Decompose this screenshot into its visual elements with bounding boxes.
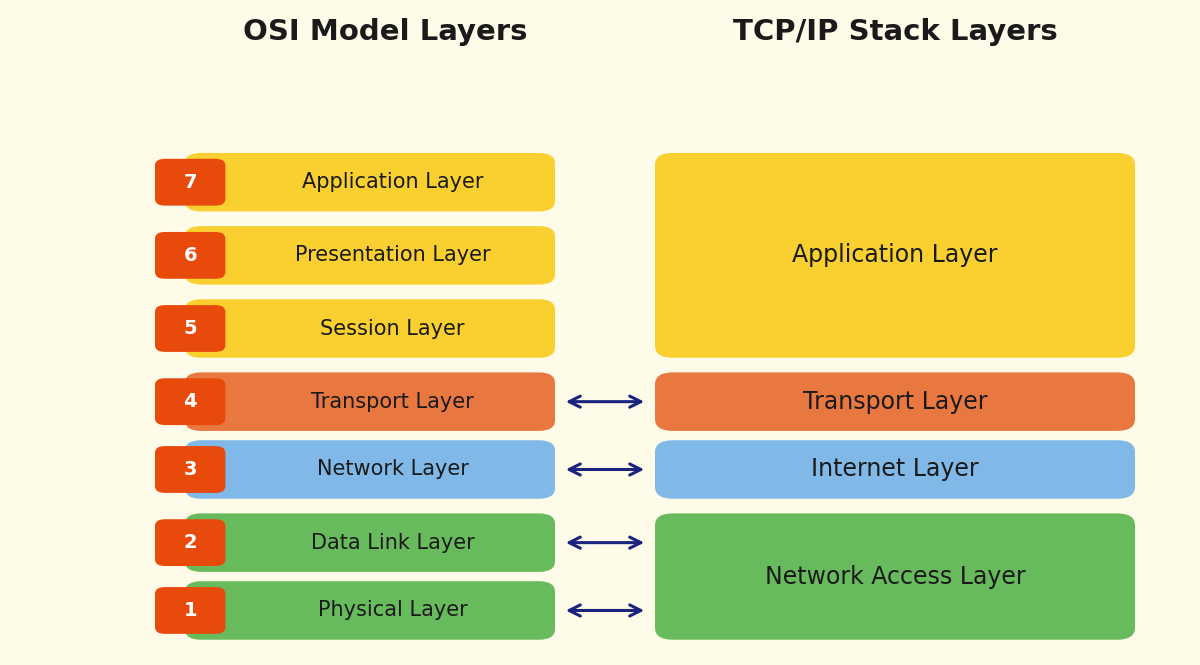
FancyBboxPatch shape xyxy=(655,153,1135,358)
FancyBboxPatch shape xyxy=(185,440,554,499)
FancyBboxPatch shape xyxy=(155,232,226,279)
FancyBboxPatch shape xyxy=(185,226,554,285)
FancyBboxPatch shape xyxy=(155,446,226,493)
FancyBboxPatch shape xyxy=(155,519,226,566)
Text: 1: 1 xyxy=(184,601,197,620)
Text: 6: 6 xyxy=(184,246,197,265)
Text: Application Layer: Application Layer xyxy=(792,243,997,267)
FancyBboxPatch shape xyxy=(655,513,1135,640)
Text: Application Layer: Application Layer xyxy=(302,172,484,192)
Text: Transport Layer: Transport Layer xyxy=(803,390,988,414)
FancyBboxPatch shape xyxy=(185,372,554,431)
Text: TCP/IP Stack Layers: TCP/IP Stack Layers xyxy=(733,18,1057,46)
Text: 4: 4 xyxy=(184,392,197,411)
FancyBboxPatch shape xyxy=(155,159,226,205)
FancyBboxPatch shape xyxy=(155,587,226,634)
FancyBboxPatch shape xyxy=(155,305,226,352)
Text: Transport Layer: Transport Layer xyxy=(311,392,474,412)
Text: 3: 3 xyxy=(184,460,197,479)
Text: Data Link Layer: Data Link Layer xyxy=(311,533,474,553)
FancyBboxPatch shape xyxy=(655,372,1135,431)
FancyBboxPatch shape xyxy=(185,581,554,640)
Text: Network Layer: Network Layer xyxy=(317,460,468,479)
Text: Internet Layer: Internet Layer xyxy=(811,458,979,481)
Text: Session Layer: Session Layer xyxy=(320,319,464,338)
FancyBboxPatch shape xyxy=(185,513,554,572)
Text: OSI Model Layers: OSI Model Layers xyxy=(242,18,527,46)
FancyBboxPatch shape xyxy=(655,440,1135,499)
Text: Network Access Layer: Network Access Layer xyxy=(764,565,1025,589)
Text: 7: 7 xyxy=(184,173,197,192)
FancyBboxPatch shape xyxy=(185,153,554,211)
Text: 5: 5 xyxy=(184,319,197,338)
FancyBboxPatch shape xyxy=(155,378,226,425)
Text: Presentation Layer: Presentation Layer xyxy=(295,245,491,265)
Text: 2: 2 xyxy=(184,533,197,552)
Text: Physical Layer: Physical Layer xyxy=(318,600,468,620)
FancyBboxPatch shape xyxy=(185,299,554,358)
